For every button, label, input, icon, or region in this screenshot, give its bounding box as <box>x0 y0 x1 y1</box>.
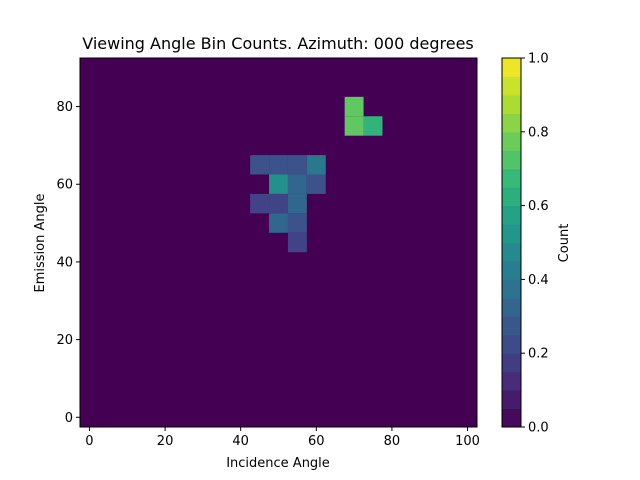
colorbar-swatch <box>502 353 521 373</box>
colorbar-label: Count <box>557 224 572 263</box>
colorbar-swatch <box>502 316 521 336</box>
colorbar: 0.0 0.2 0.4 0.6 0.8 1.0 <box>501 52 549 436</box>
y-axis: 0 20 40 60 80 <box>56 100 80 426</box>
colorbar-swatch <box>502 168 521 188</box>
x-tick-label: 40 <box>232 434 249 449</box>
heatmap-cell <box>306 174 326 194</box>
chart-title: Viewing Angle Bin Counts. Azimuth: 000 d… <box>82 34 474 53</box>
y-tick-label: 80 <box>56 100 73 115</box>
heatmap-cell <box>287 232 307 253</box>
colorbar-swatch <box>502 408 521 428</box>
colorbar-swatch <box>502 371 521 391</box>
heatmap-cell <box>269 193 288 214</box>
colorbar-tick-label: 0.8 <box>528 125 549 140</box>
colorbar-swatch <box>502 76 521 96</box>
colorbar-swatch <box>502 279 521 299</box>
colorbar-swatch <box>502 131 521 151</box>
heatmap-cell <box>344 96 364 117</box>
heatmap-cell <box>344 116 364 136</box>
colorbar-swatch <box>502 334 521 354</box>
x-tick-label: 0 <box>85 434 93 449</box>
x-axis: 0 20 40 60 80 100 <box>85 427 480 449</box>
plot-frame <box>79 57 478 428</box>
y-tick-label: 0 <box>65 411 73 426</box>
colorbar-tick-label: 1.0 <box>528 52 549 67</box>
heatmap-background <box>80 58 477 427</box>
colorbar-tick-label: 0.4 <box>528 273 549 288</box>
x-axis-label: Incidence Angle <box>226 456 330 471</box>
heatmap-cell <box>363 116 383 136</box>
y-axis-label: Emission Angle <box>33 194 48 293</box>
heatmap-cell <box>250 193 270 214</box>
heatmap-cell <box>287 155 307 175</box>
colorbar-swatch <box>502 187 521 207</box>
x-tick-label: 100 <box>455 434 480 449</box>
colorbar-frame <box>501 57 522 428</box>
colorbar-swatch <box>502 58 521 77</box>
colorbar-swatch <box>502 242 521 262</box>
heatmap-cell <box>250 155 270 175</box>
heatmap-cell <box>287 174 307 194</box>
plot-area <box>79 57 478 428</box>
heatmap-cell <box>269 213 288 233</box>
colorbar-swatch <box>502 94 521 114</box>
x-tick-label: 60 <box>308 434 325 449</box>
colorbar-tick-label: 0.6 <box>528 199 549 214</box>
y-tick-label: 20 <box>56 333 73 348</box>
y-tick-label: 40 <box>56 255 73 270</box>
heatmap-cell <box>287 213 307 233</box>
colorbar-swatch <box>502 260 521 280</box>
x-tick-label: 20 <box>157 434 174 449</box>
colorbar-tick-label: 0.0 <box>528 421 549 436</box>
x-tick-label: 80 <box>384 434 401 449</box>
colorbar-swatch <box>502 297 521 317</box>
colorbar-swatch <box>502 205 521 225</box>
colorbar-tick-label: 0.2 <box>528 347 549 362</box>
heatmap-cell <box>287 193 307 214</box>
y-tick-label: 60 <box>56 178 73 193</box>
colorbar-swatch <box>502 113 521 133</box>
colorbar-swatch <box>502 224 521 243</box>
heatmap-cell <box>269 174 288 194</box>
colorbar-swatch <box>502 390 521 410</box>
colorbar-swatch <box>502 150 521 170</box>
heatmap-cell <box>306 155 326 175</box>
heatmap-cell <box>269 155 288 175</box>
